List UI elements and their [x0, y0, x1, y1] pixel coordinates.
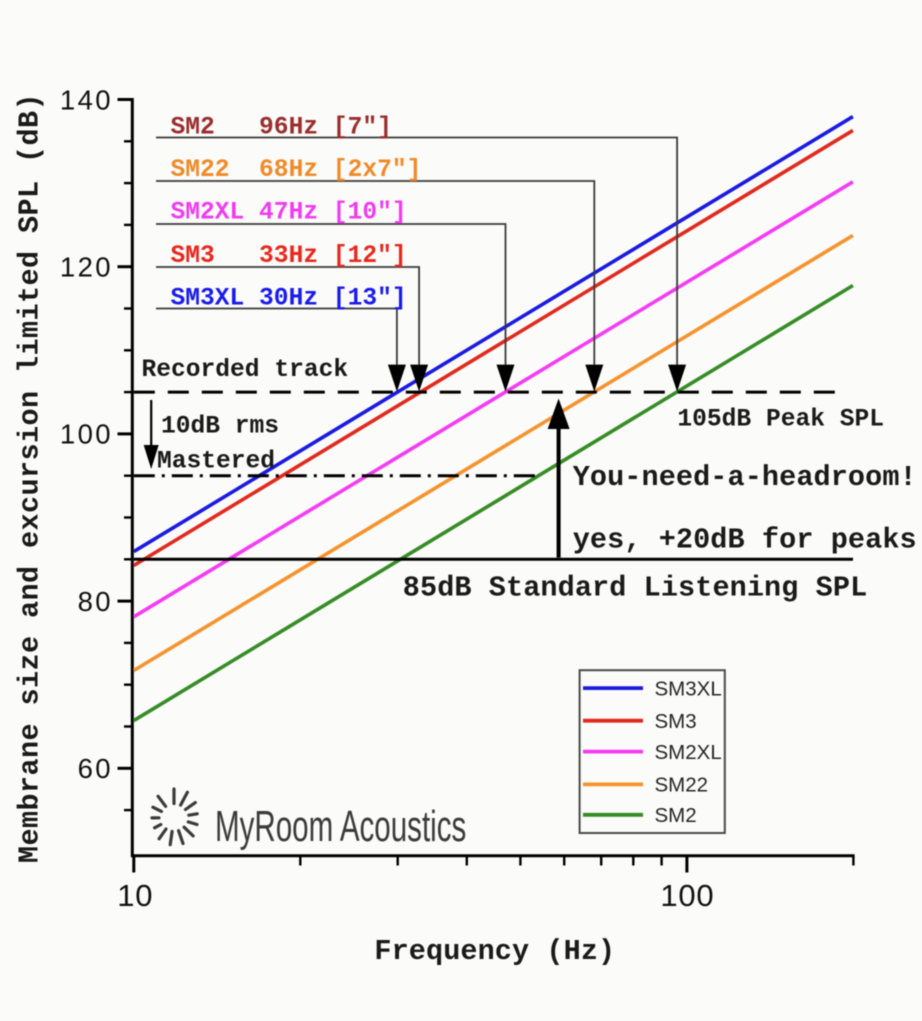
svg-text:10: 10 [117, 878, 153, 913]
svg-text:120: 120 [60, 252, 113, 283]
svg-text:SM2XL 47Hz [10"]: SM2XL 47Hz [10"] [171, 200, 407, 227]
svg-text:100: 100 [660, 878, 714, 913]
svg-text:80: 80 [78, 586, 113, 617]
svg-text:SM22 68Hz [2x7"]: SM22 68Hz [2x7"] [171, 157, 422, 184]
svg-text:SM2: SM2 [655, 804, 697, 827]
svg-text:You-need-a-headroom!: You-need-a-headroom! [573, 461, 917, 494]
svg-text:Membrane size and excursion li: Membrane size and excursion limited SPL … [14, 93, 47, 863]
svg-text:105dB Peak SPL: 105dB Peak SPL [677, 407, 884, 434]
svg-text:10dB rms: 10dB rms [161, 414, 279, 441]
svg-text:SM3XL 30Hz [13"]: SM3XL 30Hz [13"] [171, 286, 407, 313]
svg-text:60: 60 [78, 753, 113, 784]
svg-text:yes, +20dB for peaks: yes, +20dB for peaks [573, 524, 917, 557]
svg-text:100: 100 [60, 419, 113, 450]
svg-text:SM2 96Hz [7"]: SM2 96Hz [7"] [171, 115, 392, 142]
svg-text:Recorded track: Recorded track [142, 357, 349, 384]
svg-text:85dB Standard Listening SPL: 85dB Standard Listening SPL [403, 572, 867, 605]
svg-text:SM3XL: SM3XL [655, 677, 722, 700]
svg-text:SM3 33Hz [12"]: SM3 33Hz [12"] [171, 243, 407, 270]
svg-text:SM2XL: SM2XL [655, 741, 722, 764]
svg-text:140: 140 [60, 84, 113, 115]
svg-text:MyRoom Acoustics: MyRoom Acoustics [215, 801, 466, 850]
svg-text:Mastered: Mastered [157, 449, 275, 476]
svg-text:SM22: SM22 [655, 774, 709, 797]
svg-text:SM3: SM3 [655, 710, 697, 733]
svg-text:Frequency (Hz): Frequency (Hz) [374, 935, 615, 968]
